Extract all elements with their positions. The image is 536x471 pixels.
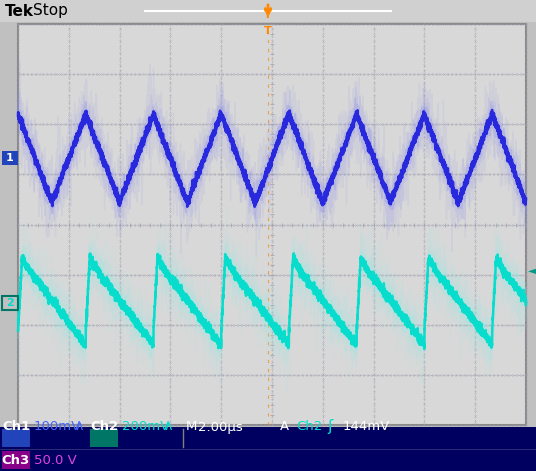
Text: T: T — [264, 10, 272, 20]
Text: ∧: ∧ — [163, 421, 173, 433]
Text: Tek: Tek — [5, 3, 34, 18]
Bar — [90, 429, 118, 447]
Text: ∧: ∧ — [74, 421, 84, 433]
Text: ʃ: ʃ — [327, 420, 332, 435]
Text: A: A — [280, 421, 289, 433]
Text: 2.00μs: 2.00μs — [198, 421, 243, 433]
Text: Ch1: Ch1 — [2, 421, 30, 433]
Text: 1: 1 — [6, 154, 14, 163]
Text: M: M — [186, 421, 197, 433]
Bar — [0, 427, 536, 471]
FancyBboxPatch shape — [2, 151, 18, 165]
Text: T: T — [264, 26, 272, 36]
Bar — [0, 0, 536, 22]
Text: Ch2: Ch2 — [90, 421, 118, 433]
Text: 2: 2 — [6, 298, 14, 308]
Text: Ch3: Ch3 — [2, 454, 30, 466]
Text: Stop: Stop — [33, 3, 68, 18]
Text: 144mV: 144mV — [343, 421, 390, 433]
Text: 100mV: 100mV — [34, 421, 81, 433]
Bar — [18, 24, 526, 425]
Bar — [2, 429, 30, 447]
Text: 200mV: 200mV — [122, 421, 169, 433]
Text: Ch2: Ch2 — [296, 421, 322, 433]
Text: ◄: ◄ — [528, 264, 536, 277]
Bar — [2, 451, 30, 469]
Text: 50.0 V: 50.0 V — [34, 454, 77, 466]
